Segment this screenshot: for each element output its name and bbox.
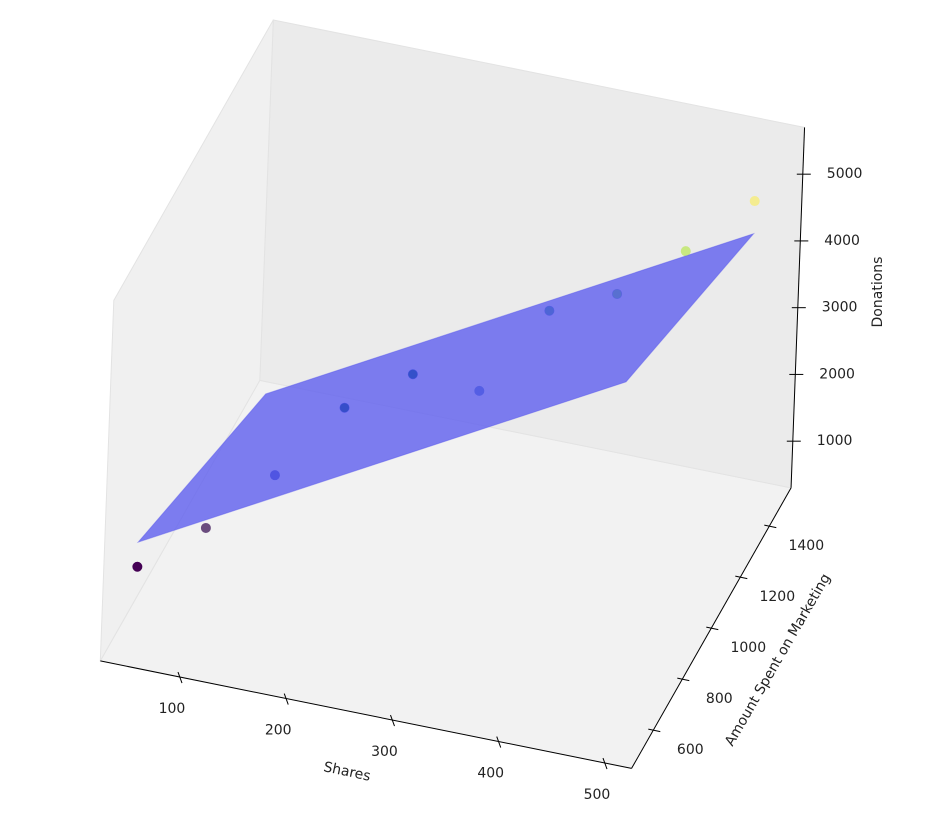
y-tick: [677, 677, 690, 682]
data-point-front: [544, 306, 554, 316]
y-tick: [735, 575, 748, 580]
x-tick: [390, 714, 395, 727]
y-tick-label: 1200: [759, 589, 795, 605]
regression-surface: [136, 232, 756, 544]
x-tick-label: 500: [584, 787, 611, 803]
x-tick: [602, 757, 608, 770]
z-tick-label: 5000: [827, 166, 863, 182]
y-tick: [764, 524, 777, 529]
marks: [132, 196, 760, 572]
x-tick: [283, 693, 289, 705]
data-point-front: [681, 246, 691, 256]
data-point-front: [750, 196, 760, 206]
x-tick-label: 100: [159, 701, 186, 717]
data-point: [200, 522, 211, 533]
axes: 100 200 300 400 500 600 800 1000 1200 1400 1000 200…: [100, 127, 862, 803]
z-axis-label: Donations: [870, 257, 886, 328]
y-tick-label: 600: [677, 742, 704, 758]
y-tick: [648, 728, 661, 733]
x-tick-label: 400: [477, 766, 504, 782]
x-axis-label: Shares: [322, 759, 372, 785]
x-tick: [496, 736, 502, 748]
data-point: [132, 561, 143, 572]
z-tick-label: 4000: [824, 233, 860, 249]
x-axis-line: [100, 660, 632, 769]
y-tick-label: 1000: [730, 640, 766, 656]
z-tick-label: 1000: [817, 433, 853, 449]
z-tick-label: 3000: [822, 300, 858, 316]
x-tick: [177, 671, 183, 684]
y-tick-label: 1400: [788, 538, 824, 554]
data-point-front: [408, 369, 418, 379]
x-tick-label: 200: [265, 723, 292, 739]
z-tick-label: 2000: [819, 366, 855, 382]
x-tick-label: 300: [371, 744, 398, 760]
data-point-front: [340, 403, 350, 413]
y-tick-label: 800: [706, 691, 733, 707]
y-tick: [706, 626, 719, 631]
data-point-front: [612, 289, 622, 299]
